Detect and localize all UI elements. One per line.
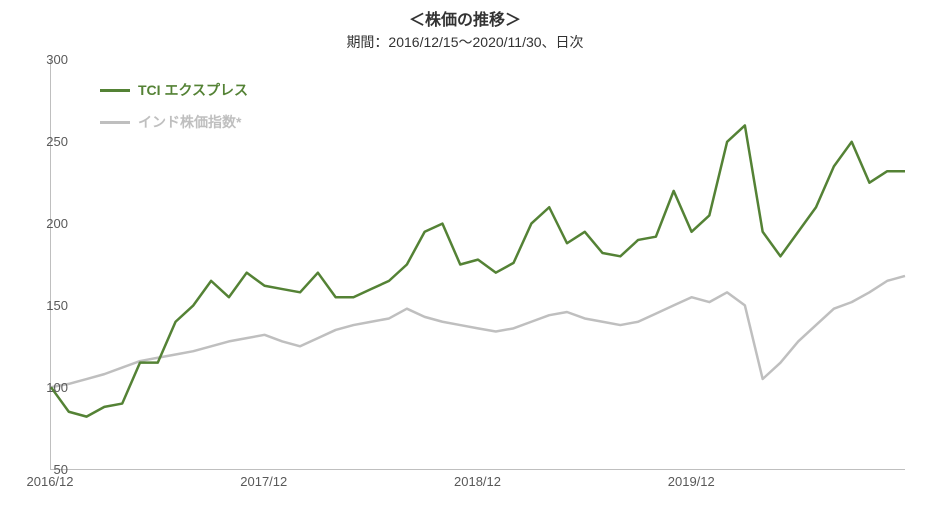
y-tick-label: 200: [28, 216, 68, 231]
y-tick-label: 150: [28, 298, 68, 313]
x-tick-label: 2018/12: [454, 474, 501, 489]
stock-price-chart: ＜株価の推移＞ 期間：2016/12/15～2020/11/30、日次 5010…: [0, 0, 930, 511]
x-tick-label: 2016/12: [27, 474, 74, 489]
legend-item: インド株価指数*: [100, 112, 248, 132]
legend-label: TCI エクスプレス: [138, 80, 248, 100]
chart-title: ＜株価の推移＞: [0, 0, 930, 30]
legend: TCI エクスプレスインド株価指数*: [100, 80, 248, 144]
y-tick-label: 250: [28, 134, 68, 149]
legend-swatch: [100, 121, 130, 124]
legend-label: インド株価指数*: [138, 112, 241, 132]
series-line: [51, 276, 905, 387]
legend-swatch: [100, 89, 130, 92]
x-tick-label: 2019/12: [668, 474, 715, 489]
x-tick-label: 2017/12: [240, 474, 287, 489]
chart-subtitle: 期間：2016/12/15～2020/11/30、日次: [0, 30, 930, 52]
legend-item: TCI エクスプレス: [100, 80, 248, 100]
y-tick-label: 300: [28, 52, 68, 67]
series-line: [51, 125, 905, 416]
y-tick-label: 100: [28, 380, 68, 395]
